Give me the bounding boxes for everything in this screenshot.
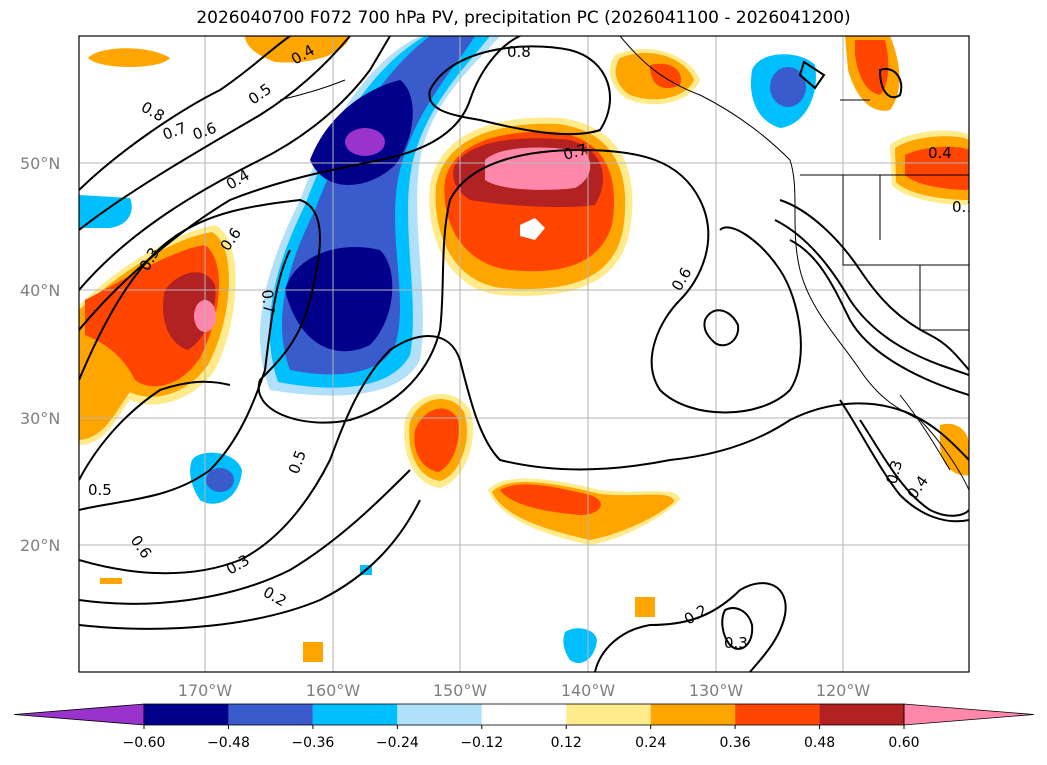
colorbar-swatch — [735, 704, 820, 725]
contour-label: 0.1 — [952, 198, 976, 216]
colorbar-swatch — [566, 704, 651, 725]
colorbar-extend-max — [903, 703, 1035, 726]
contour-path-5 — [79, 148, 802, 424]
positive-small-orange-2 — [635, 597, 655, 617]
north-america-coast — [619, 36, 969, 491]
negative-south-cyan — [563, 628, 597, 664]
lat-label-40n: 40°N — [20, 281, 60, 300]
negative-core-purple — [345, 128, 385, 156]
lon-label-120w: 120°W — [816, 681, 871, 700]
colorbar-swatch — [397, 704, 482, 725]
colorbar-extend-min — [13, 703, 145, 726]
colorbar-tick-label: −0.60 — [123, 735, 166, 751]
longitude-labels: 170°W 160°W 150°W 140°W 130°W 120°W — [178, 681, 871, 700]
lat-label-30n: 30°N — [20, 409, 60, 428]
colorbar-swatch — [819, 704, 904, 725]
contour-path-21 — [859, 419, 969, 517]
precip-shading — [79, 36, 969, 664]
contour-path-8 — [79, 335, 969, 575]
colorbar-tick-label: 0.12 — [551, 735, 582, 751]
baja-coast — [899, 394, 951, 471]
contour-path-1 — [79, 36, 291, 191]
contour-path-15 — [798, 60, 826, 90]
colorbar-tick-label: 0.36 — [720, 735, 751, 751]
contour-label: 0.3 — [724, 634, 748, 652]
positive-sub-red — [414, 408, 459, 472]
positive-e-red — [905, 146, 969, 190]
contour-label: 0.7 — [561, 140, 589, 164]
positive-band-red — [500, 484, 601, 515]
pv-contours — [79, 36, 969, 672]
contour-path-10 — [79, 499, 421, 630]
positive-top-orange — [245, 36, 350, 63]
contour-path-20 — [839, 399, 969, 523]
colorbar-swatch — [312, 704, 398, 725]
contour-path-17 — [779, 199, 969, 371]
lat-label-50n: 50°N — [20, 154, 60, 173]
map-title: 2026040700 F072 700 hPa PV, precipitatio… — [196, 8, 851, 28]
negative-ne-blue — [770, 67, 806, 107]
positive-alaska-red — [650, 63, 681, 89]
colorbar-tick-label: −0.48 — [207, 735, 250, 751]
colorbar-swatch — [228, 704, 313, 725]
negative-sw-blue — [206, 468, 234, 492]
colorbar: −0.60 −0.48 −0.36 −0.24 −0.12 0.12 0.24 0.36 0.4… — [13, 703, 1035, 751]
colorbar-swatch — [650, 704, 736, 725]
contour-path-2 — [79, 36, 351, 231]
plot-frame — [78, 35, 970, 673]
contour-path-13 — [703, 309, 740, 347]
positive-mexico-orange — [940, 423, 969, 476]
contour-path-19 — [789, 239, 969, 396]
positive-small-orange-3 — [100, 578, 122, 584]
colorbar-swatch — [144, 704, 229, 725]
colorbar-outline — [143, 703, 905, 726]
positive-topleft-orange — [88, 48, 170, 67]
contour-label: 0.8 — [507, 43, 531, 61]
latitude-labels: 50°N 40°N 30°N 20°N — [20, 154, 60, 555]
lat-label-20n: 20°N — [20, 536, 60, 555]
positive-small-orange — [303, 642, 323, 662]
negative-core-navy-south — [285, 246, 393, 352]
lon-label-140w: 140°W — [561, 681, 616, 700]
gridlines — [79, 36, 969, 672]
contour-path-9 — [79, 469, 411, 605]
contour-path-11 — [594, 582, 787, 672]
contour-path-12 — [721, 607, 754, 650]
contour-path-18 — [774, 219, 969, 376]
us-state-border-1 — [842, 175, 969, 266]
lon-label-160w: 160°W — [306, 681, 361, 700]
contour-label: 0.7 — [258, 289, 278, 314]
colorbar-tick-label: −0.12 — [460, 735, 503, 751]
contour-path-6 — [79, 380, 231, 481]
lon-label-150w: 150°W — [433, 681, 488, 700]
contour-path-14 — [428, 45, 611, 136]
contour-label: 0.4 — [928, 144, 952, 162]
colorbar-tick-label: 0.24 — [635, 735, 666, 751]
colorbar-tick-label: 0.60 — [888, 735, 919, 751]
colorbar-tick-label: −0.24 — [376, 735, 419, 751]
contour-path-7 — [79, 249, 291, 511]
colorbar-tick-label: 0.48 — [804, 735, 835, 751]
colorbar-swatch — [481, 704, 567, 725]
gulf-hole — [520, 218, 545, 240]
lon-label-130w: 130°W — [689, 681, 744, 700]
contour-path-4 — [79, 36, 521, 331]
lon-label-170w: 170°W — [178, 681, 233, 700]
contour-label: 0.3 — [882, 458, 906, 486]
contour-path-16 — [878, 68, 903, 99]
contour-label: 0.5 — [88, 481, 112, 499]
contour-path-3 — [79, 36, 391, 291]
colorbar-tick-label: −0.36 — [291, 735, 334, 751]
